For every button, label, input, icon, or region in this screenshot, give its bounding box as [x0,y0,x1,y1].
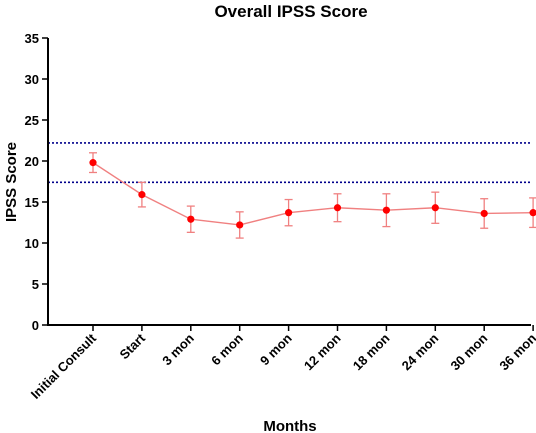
data-point-9 [529,209,536,217]
x-tick-label-5: 12 mon [301,330,344,373]
y-tick-label-30: 30 [25,72,39,87]
x-axis-label: Months [263,418,316,433]
y-tick-label-25: 25 [25,113,39,128]
data-point-8 [480,209,488,218]
y-axis-label: IPSS Score [3,142,20,222]
x-tick-label-0: Initial Consult [28,330,100,402]
x-tick-label-1: Start [116,330,148,362]
y-tick-label-35: 35 [25,31,39,46]
x-tick-label-4: 9 mon [257,330,295,368]
x-tick-label-3: 6 mon [208,330,246,368]
x-tick-label-6: 18 mon [350,330,393,373]
y-tick-label-15: 15 [25,195,39,210]
y-tick-label-5: 5 [32,277,39,292]
data-point-1 [138,191,146,199]
data-point-4 [285,209,293,217]
data-point-0 [89,159,97,167]
y-tick-label-10: 10 [25,236,39,251]
y-tick-label-0: 0 [32,318,39,333]
x-tick-label-9: 36 mon [496,330,536,373]
chart-title: Overall IPSS Score [214,2,367,21]
plot-area: 0 5 10 15 20 25 30 35 Initial Consult Start 3 mon 6… [25,31,536,402]
data-point-7 [431,204,439,212]
y-tick-label-20: 20 [25,154,39,169]
data-point-2 [187,215,195,223]
x-tick-label-2: 3 mon [159,330,197,368]
x-tick-label-7: 24 mon [399,330,442,373]
data-point-6 [382,206,390,214]
series-line-0 [92,162,534,226]
data-point-5 [333,204,342,212]
data-point-3 [236,221,244,229]
x-tick-label-8: 30 mon [448,330,491,373]
